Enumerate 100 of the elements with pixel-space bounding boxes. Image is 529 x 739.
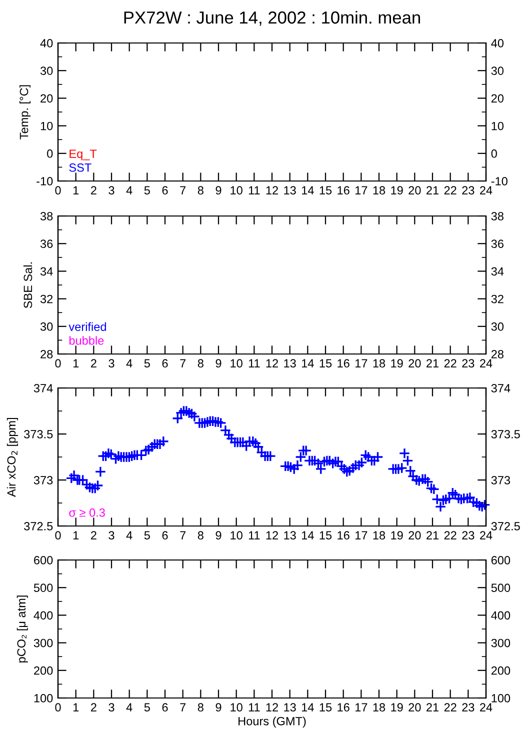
y-tick-label: 0 [47,149,53,158]
x-tick-label: 16 [338,531,350,540]
y-tick-label: 100 [34,694,53,702]
x-tick-label: 10 [230,703,242,712]
x-tick-label: 12 [266,703,278,712]
y2-tick-label: 40 [491,39,504,48]
y2-tick-label: 34 [491,267,504,276]
y-tick-label: 30 [40,66,53,75]
x-tick-label: 11 [248,186,260,194]
x-tick-label: 9 [216,359,222,368]
x-tick-label: 4 [126,703,132,712]
x-tick-label: 17 [356,186,368,194]
x-tick-label: 11 [248,359,260,368]
x-tick-label: 6 [162,531,168,540]
x-tick-label: 7 [180,703,186,712]
legend-label: SST [69,163,92,172]
x-tick-label: 4 [126,186,132,194]
x-tick-label: 12 [266,359,278,368]
x-tick-label: 14 [302,703,314,712]
y-tick-label: 34 [40,267,53,276]
chart-title: PX72W : June 14, 2002 : 10min. mean [124,10,420,26]
x-tick-label: 20 [408,186,421,195]
x-tick-label: 3 [108,186,114,195]
y2-tick-label: -10 [491,177,508,186]
x-tick-label: 10 [230,186,242,195]
y2-tick-label: 373 [491,476,510,484]
x-tick-label: 5 [144,531,150,540]
y-tick-label: 28 [40,350,53,358]
x-tick-label: 5 [144,359,150,368]
x-tick-label: 20 [408,359,421,368]
x-tick-label: 4 [126,531,132,540]
x-tick-label: 15 [320,186,332,195]
x-tick-label: 8 [198,186,204,195]
y2-tick-label: 32 [491,294,504,304]
x-tick-label: 23 [462,531,474,540]
x-tick-label: 21 [426,703,438,712]
y2-tick-label: 28 [491,350,504,358]
y-tick-label: 36 [40,240,53,248]
y2-tick-label: 374 [491,384,510,392]
x-tick-label: 21 [426,359,438,368]
x-tick-label: 19 [391,703,403,712]
x-tick-label: 10 [230,359,242,368]
x-tick-label: 6 [162,359,168,368]
x-tick-label: 13 [284,531,296,540]
x-tick-label: 8 [198,703,204,712]
x-tick-label: 1 [73,186,79,194]
x-tick-label: 0 [55,703,61,712]
legend-label: verified [68,322,106,331]
x-tick-label: 6 [162,703,168,712]
x-tick-label: 13 [284,359,296,368]
x-tick-label: 22 [444,186,456,194]
x-tick-label: 2 [90,531,96,540]
x-tick-label: 21 [426,186,438,194]
x-tick-label: 17 [356,531,368,540]
x-tick-label: 14 [302,186,314,194]
x-tick-label: 1 [73,703,79,712]
x-tick-label: 1 [73,359,79,368]
y-tick-label: 38 [40,212,53,220]
y2-tick-label: 10 [492,122,504,130]
y2-tick-label: 100 [492,694,510,702]
legend-label: bubble [69,336,104,345]
x-tick-label: 16 [338,186,350,195]
x-tick-label: 21 [426,531,438,540]
x-tick-label: 3 [108,359,114,368]
y2-tick-label: 38 [491,212,504,220]
x-tick-label: 15 [320,531,332,540]
x-tick-label: 0 [55,186,61,195]
x-tick-label: 16 [338,703,350,712]
x-tick-label: 19 [391,359,403,368]
x-tick-label: 3 [108,703,114,712]
x-tick-label: 5 [144,186,150,195]
y2-tick-label: 372.5 [491,522,520,530]
x-tick-label: 15 [320,703,332,712]
x-tick-label: 22 [444,531,456,540]
y2-tick-label: 30 [491,322,504,331]
x-tick-label: 18 [373,531,386,540]
x-tick-label: 3 [108,531,114,540]
x-tick-label: 2 [90,703,96,712]
x-tick-label: 18 [373,359,386,368]
y2-tick-label: 500 [491,584,510,592]
x-tick-label: 15 [320,359,332,368]
y-tick-label: 373.5 [24,430,53,438]
y2-tick-label: 30 [491,66,504,75]
x-tick-label: 23 [462,703,474,712]
x-tick-label: 9 [216,531,222,540]
x-tick-label: 11 [248,703,260,712]
y-tick-label: 300 [34,638,53,648]
y-tick-label: 400 [34,611,53,620]
x-tick-label: 0 [55,531,61,540]
x-tick-label: 7 [180,359,186,368]
x-tick-label: 7 [180,186,186,194]
x-tick-label: 8 [198,531,204,540]
y-tick-label: 32 [40,294,53,304]
x-tick-label: 13 [284,703,296,712]
x-tick-label: 7 [180,531,186,540]
x-tick-label: 24 [480,359,492,368]
x-tick-label: 14 [302,531,314,540]
x-tick-label: 4 [126,359,132,368]
x-tick-label: 23 [462,359,474,368]
y-axis-title: pCO₂ [μ atm] [16,596,28,662]
